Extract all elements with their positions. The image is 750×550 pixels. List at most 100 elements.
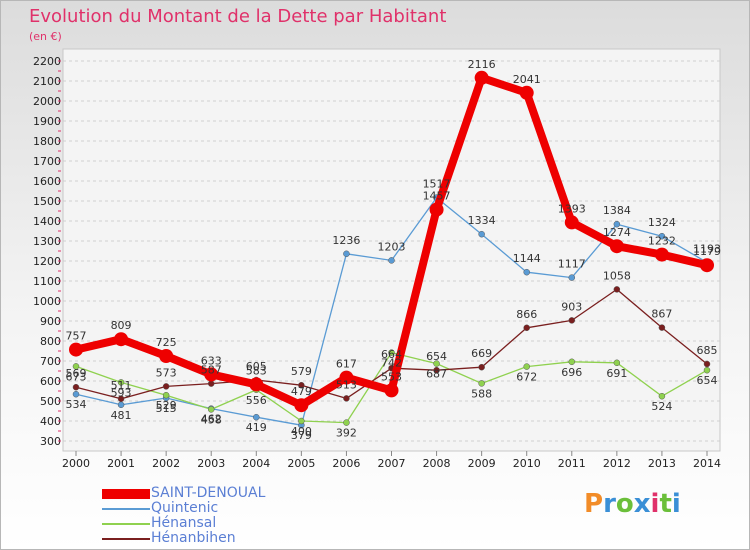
data-label: 579 (291, 365, 312, 378)
data-point (72, 363, 80, 370)
data-point (478, 230, 485, 238)
legend-swatch-saint-denoual (102, 489, 150, 499)
y-tick-label: 2000 (33, 95, 61, 108)
data-label: 515 (156, 402, 177, 415)
data-label: 742 (381, 357, 402, 370)
data-label: 573 (156, 366, 177, 379)
logo-letter: o (615, 489, 634, 519)
data-point (568, 274, 576, 281)
data-label: 1457 (423, 190, 451, 203)
data-point (69, 342, 83, 357)
data-label: 605 (246, 360, 267, 373)
data-label: 529 (156, 399, 177, 412)
data-label: 419 (246, 421, 267, 434)
data-label: 583 (246, 364, 267, 377)
data-point (159, 349, 174, 363)
data-point (162, 383, 170, 390)
data-label: 553 (381, 370, 402, 383)
y-tick-label: 800 (40, 335, 61, 348)
data-point (519, 85, 534, 100)
data-point (204, 367, 219, 382)
data-point (654, 247, 669, 262)
data-point (658, 232, 666, 240)
y-tick-label: 1300 (33, 235, 61, 248)
data-point (117, 395, 125, 403)
data-label: 1144 (513, 252, 541, 265)
data-point (478, 363, 485, 371)
data-label: 458 (201, 413, 222, 426)
logo-letter: P (584, 489, 604, 519)
x-tick-label: 2008 (423, 457, 451, 470)
data-point (523, 324, 530, 332)
y-tick-label: 1700 (33, 155, 61, 168)
x-tick-label: 2014 (693, 457, 721, 470)
data-label: 664 (381, 348, 402, 361)
data-point (568, 358, 576, 366)
data-label: 866 (516, 308, 537, 321)
legend-swatch-quintenic (102, 508, 150, 510)
data-label: 691 (606, 367, 627, 380)
data-point (162, 391, 170, 399)
data-point (433, 366, 440, 374)
data-label: 2041 (513, 73, 541, 86)
data-label: 1193 (693, 242, 721, 255)
data-point (298, 417, 305, 425)
data-label: 673 (66, 370, 87, 383)
data-label: 685 (697, 344, 718, 357)
y-tick-label: 1900 (33, 115, 61, 128)
data-point (429, 202, 444, 217)
data-point (384, 383, 399, 398)
data-point (700, 258, 714, 273)
unit-label: (en €) (29, 30, 62, 43)
data-label: 669 (471, 347, 492, 360)
data-point (609, 239, 624, 254)
data-label: 696 (561, 366, 582, 379)
data-label: 593 (111, 386, 132, 399)
data-point (298, 381, 305, 389)
x-tick-label: 2009 (468, 457, 496, 470)
data-label: 687 (426, 368, 447, 381)
y-tick-label: 600 (40, 375, 61, 388)
data-label: 513 (336, 378, 357, 391)
data-label: 654 (426, 350, 447, 363)
data-label: 588 (471, 387, 492, 400)
data-label: 1393 (558, 202, 586, 215)
y-tick-label: 900 (40, 315, 61, 328)
data-point (207, 380, 215, 387)
data-label: 809 (111, 319, 132, 332)
logo-letter: r (603, 489, 616, 519)
data-point (253, 413, 260, 421)
y-tick-label: 500 (40, 395, 61, 408)
data-label: 1517 (423, 178, 451, 191)
data-point (523, 363, 530, 370)
y-tick-label: 700 (40, 355, 61, 368)
data-point (613, 359, 621, 367)
data-label: 462 (201, 413, 222, 426)
data-point (343, 419, 350, 426)
data-label: 569 (66, 367, 87, 380)
x-tick-label: 2003 (197, 457, 225, 470)
data-label: 1236 (332, 234, 360, 247)
data-label: 617 (336, 358, 357, 371)
x-tick-label: 2011 (558, 457, 586, 470)
data-point (523, 268, 530, 276)
data-label: 1058 (603, 269, 631, 282)
data-label: 2116 (468, 58, 496, 71)
data-point (478, 380, 485, 387)
data-label: 672 (516, 371, 537, 384)
legend-label-quintenic: Quintenic (151, 500, 219, 516)
y-tick-label: 400 (40, 415, 61, 428)
data-label: 1179 (693, 245, 721, 258)
data-point (388, 257, 395, 264)
logo-letter: i (650, 489, 660, 519)
y-tick-label: 1600 (33, 175, 61, 188)
data-label: 757 (66, 330, 87, 343)
data-label: 654 (697, 374, 718, 387)
data-point (114, 332, 129, 347)
x-tick-label: 2006 (332, 457, 360, 470)
data-label: 1274 (603, 226, 631, 239)
logo-letter: t (659, 489, 672, 519)
x-tick-label: 2004 (242, 457, 270, 470)
data-point (613, 220, 621, 228)
